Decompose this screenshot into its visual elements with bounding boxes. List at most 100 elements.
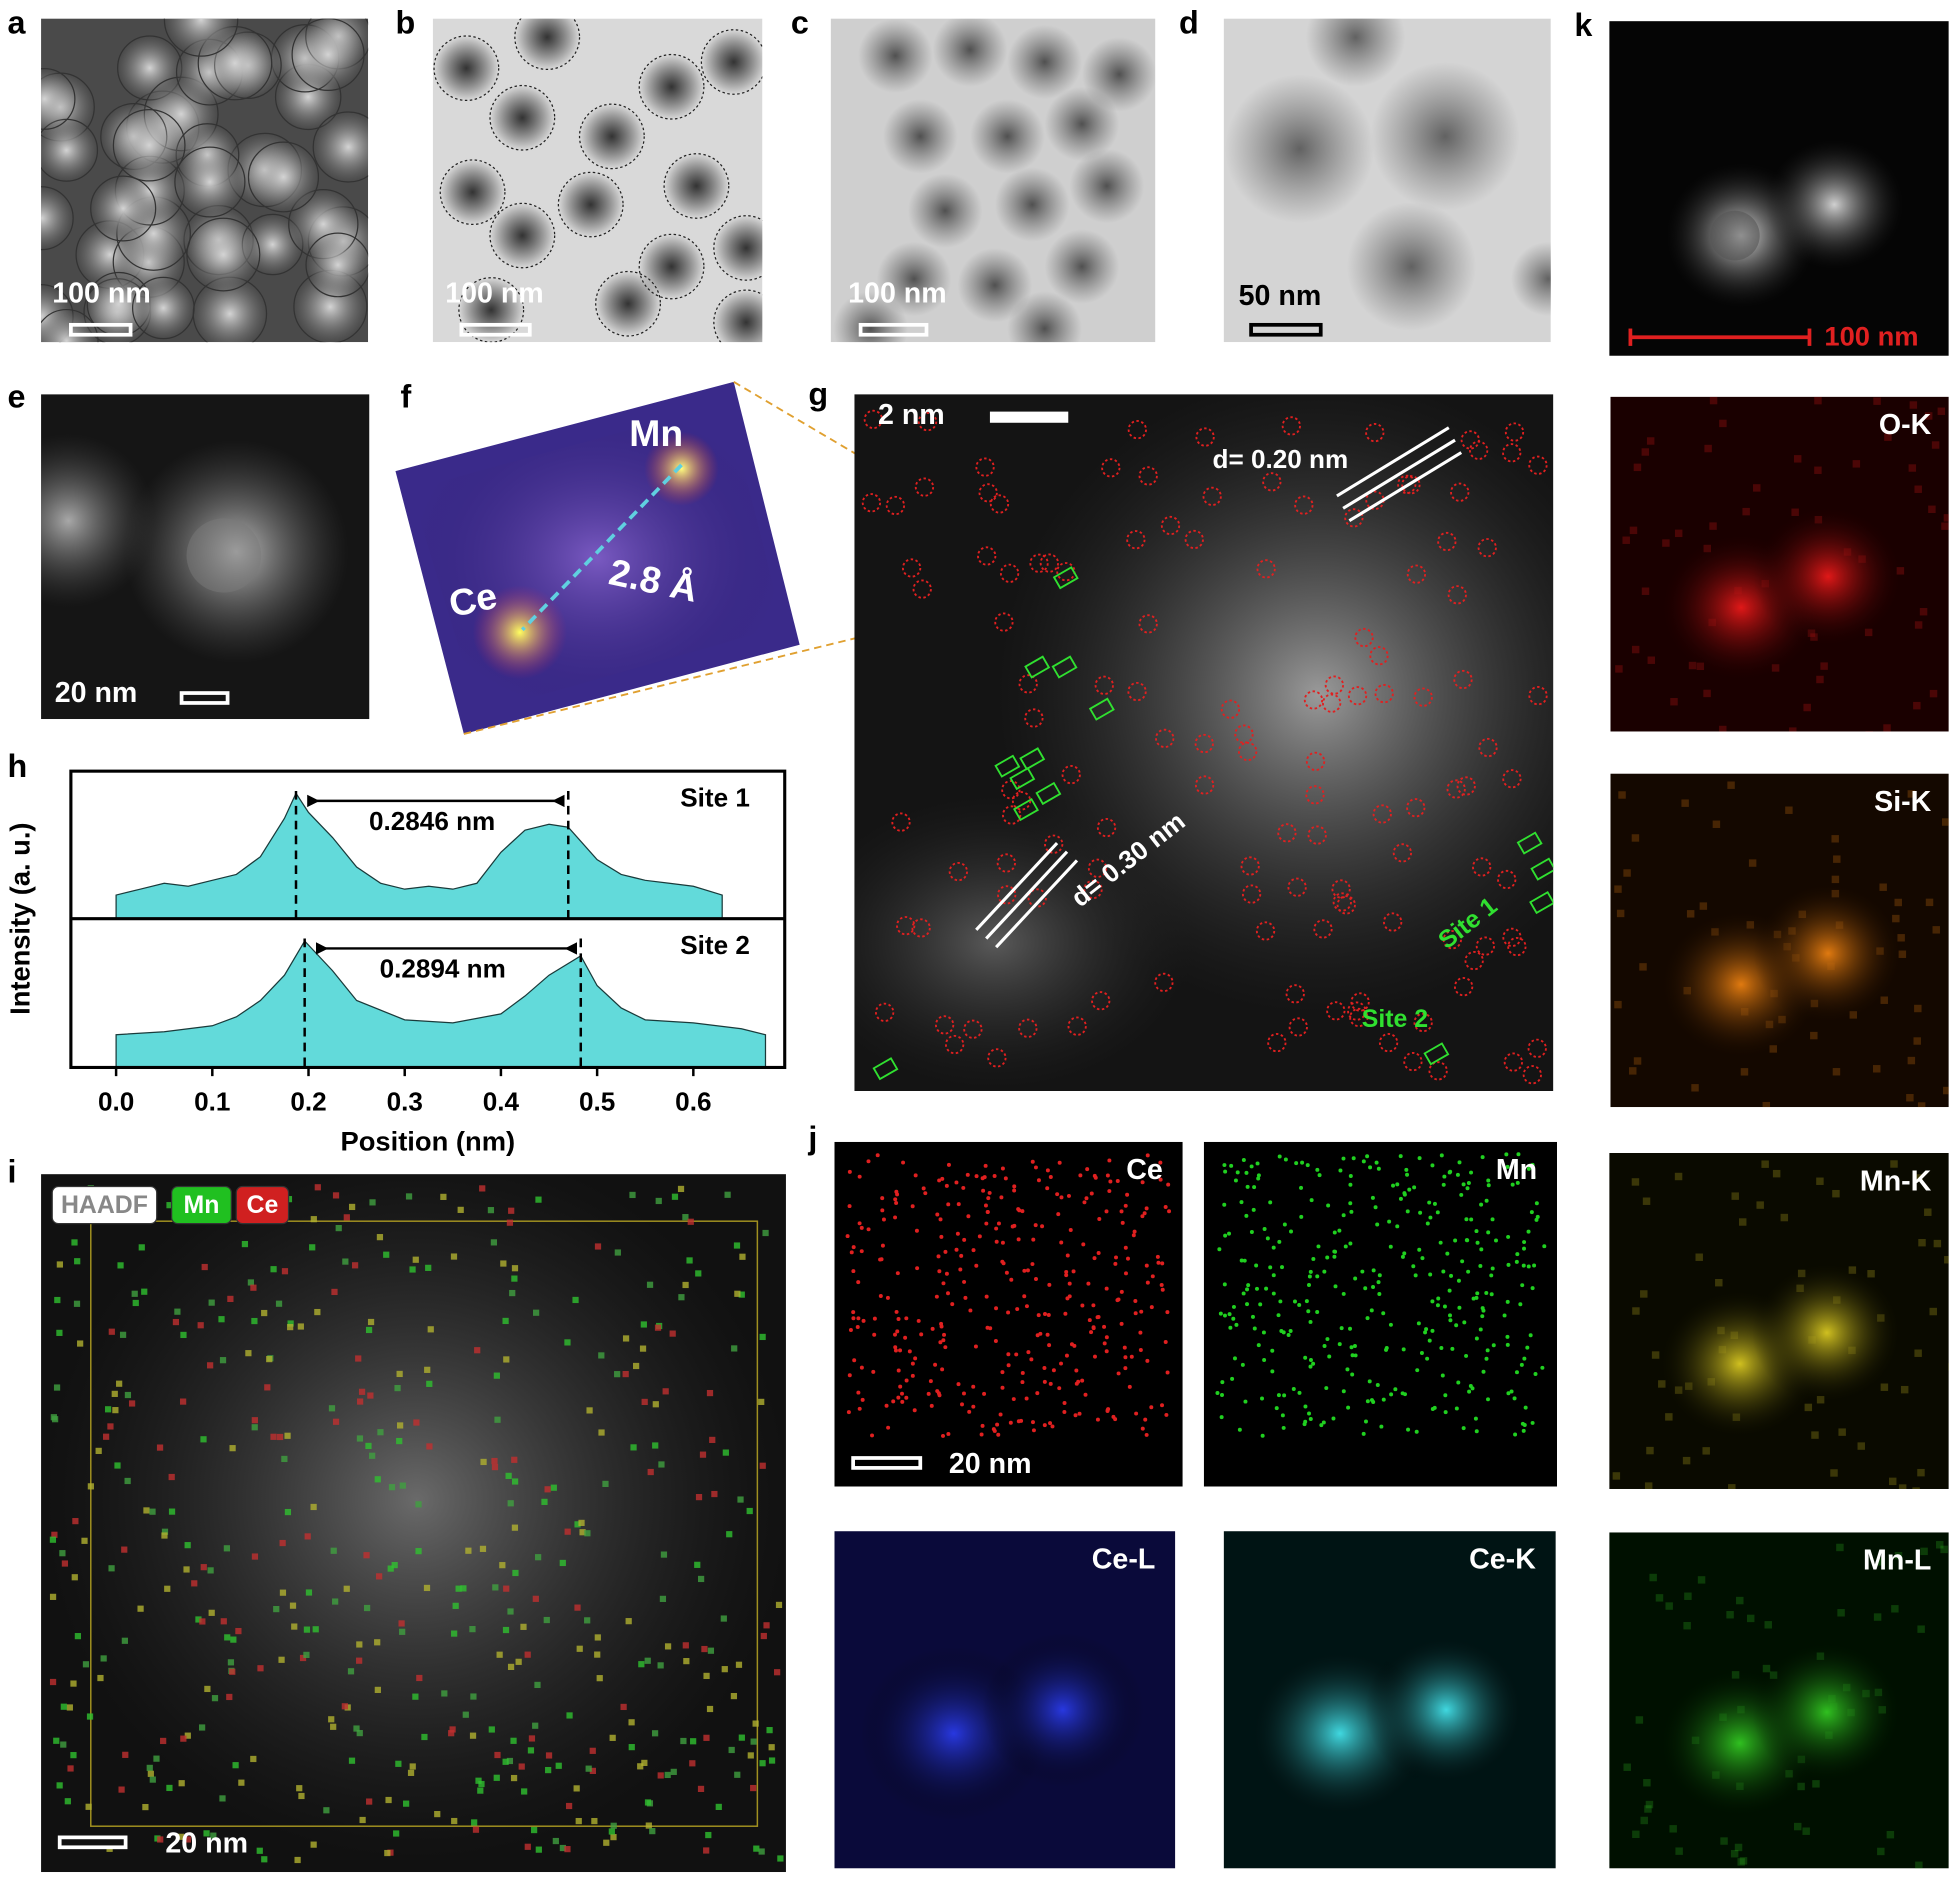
element-pixel: [351, 1262, 359, 1269]
noise-pixel: [1924, 1208, 1932, 1216]
element-dot: [1381, 1311, 1386, 1316]
element-pixel: [655, 1197, 662, 1205]
noise-pixel: [1894, 1551, 1903, 1560]
element-pixel: [633, 1362, 640, 1370]
scale-bar-label: 20 nm: [949, 1448, 1032, 1480]
atom-marker: [1497, 869, 1517, 890]
element-dot: [1138, 1348, 1143, 1353]
element-dot: [1526, 1264, 1531, 1269]
element-pixel: [490, 1239, 498, 1246]
atom-marker: [1155, 728, 1175, 748]
element-pixel: [734, 1290, 741, 1297]
element-dot: [896, 1368, 901, 1373]
element-dot: [950, 1302, 955, 1307]
noise-pixel: [1728, 1484, 1736, 1489]
element-dot: [886, 1425, 891, 1430]
element-dot: [1017, 1208, 1022, 1213]
element-pixel: [149, 1776, 156, 1783]
element-dot: [1432, 1405, 1437, 1410]
element-dot: [1234, 1322, 1239, 1327]
element-pixel: [775, 1601, 783, 1609]
noise-pixel: [1812, 1780, 1820, 1788]
element-pixel: [644, 1799, 652, 1806]
micrograph: O-K: [1610, 396, 1949, 732]
element-pixel: [270, 1266, 277, 1273]
atom-marker: [1446, 779, 1466, 799]
element-map: [1365, 1633, 1528, 1787]
noise-pixel: [1936, 1541, 1944, 1549]
element-dot: [1430, 1299, 1435, 1304]
noise-pixel: [1740, 1068, 1749, 1076]
element-dot: [1516, 1152, 1521, 1157]
element-dot: [1235, 1170, 1240, 1175]
element-pixel: [507, 1663, 515, 1671]
element-pixel: [552, 1837, 559, 1845]
atom-marker: [1460, 430, 1480, 450]
element-pixel: [731, 1345, 738, 1352]
noise-pixel: [1897, 934, 1905, 942]
element-dot: [1265, 1236, 1270, 1241]
element-dot: [1337, 1228, 1342, 1233]
noise-pixel: [1640, 1816, 1648, 1825]
element-pixel: [492, 1584, 499, 1591]
element-dot: [1376, 1166, 1381, 1171]
element-dot: [1348, 1174, 1353, 1179]
element-pixel: [67, 1765, 74, 1772]
element-dot: [1465, 1186, 1470, 1191]
element-pixel: [251, 1317, 258, 1325]
element-dot: [995, 1422, 1000, 1427]
element-dot: [904, 1316, 909, 1321]
atom-marker: [1305, 785, 1325, 805]
atom-marker: [1507, 936, 1527, 957]
element-dot: [956, 1382, 961, 1387]
element-dot: [1322, 1269, 1327, 1274]
element-dot: [1341, 1291, 1346, 1296]
element-pixel: [229, 1445, 236, 1452]
distance-line: [520, 463, 683, 632]
element-pixel: [479, 1545, 487, 1552]
element-dot: [1036, 1178, 1041, 1183]
element-dot: [1506, 1234, 1511, 1239]
element-dot: [1132, 1229, 1137, 1234]
series-name: Site 2: [680, 930, 750, 960]
element-dot: [1522, 1356, 1527, 1361]
element-dot: [1518, 1302, 1523, 1307]
element-dot: [1012, 1184, 1017, 1189]
particle: [858, 18, 933, 93]
element-dot: [1474, 1229, 1479, 1234]
element-pixel: [108, 1328, 115, 1335]
element-dot: [1531, 1175, 1536, 1180]
element-dot: [1317, 1173, 1322, 1178]
element-dot: [1478, 1263, 1483, 1268]
element-dot: [1479, 1202, 1484, 1207]
element-dot: [1289, 1229, 1294, 1234]
element-pixel: [241, 1240, 249, 1248]
element-pixel: [51, 1531, 58, 1538]
element-dot: [1464, 1353, 1469, 1358]
element-dot: [1219, 1415, 1224, 1420]
element-dot: [958, 1267, 963, 1272]
element-dot: [1024, 1396, 1029, 1401]
atom-marker: [977, 546, 997, 566]
atom-marker: [975, 457, 995, 477]
lattice-line: [975, 842, 1059, 931]
element-pixel: [506, 1757, 514, 1765]
element-dot: [1223, 1233, 1228, 1238]
element-pixel: [694, 1561, 701, 1568]
element-dot: [1286, 1333, 1291, 1337]
element-dot: [1375, 1383, 1380, 1388]
noise-pixel: [1914, 1349, 1922, 1357]
map-label: O-K: [1879, 409, 1932, 441]
element-dot: [1240, 1362, 1245, 1367]
atom-marker: [1326, 1001, 1346, 1021]
element-dot: [1309, 1198, 1314, 1203]
element-pixel: [440, 1193, 447, 1200]
element-pixel: [524, 1843, 531, 1850]
atom-marker: [896, 916, 916, 936]
element-pixel: [328, 1405, 336, 1412]
element-dot: [1360, 1269, 1365, 1274]
element-dot: [1261, 1330, 1266, 1335]
element-pixel: [153, 1755, 160, 1762]
element-dot: [1443, 1393, 1448, 1398]
